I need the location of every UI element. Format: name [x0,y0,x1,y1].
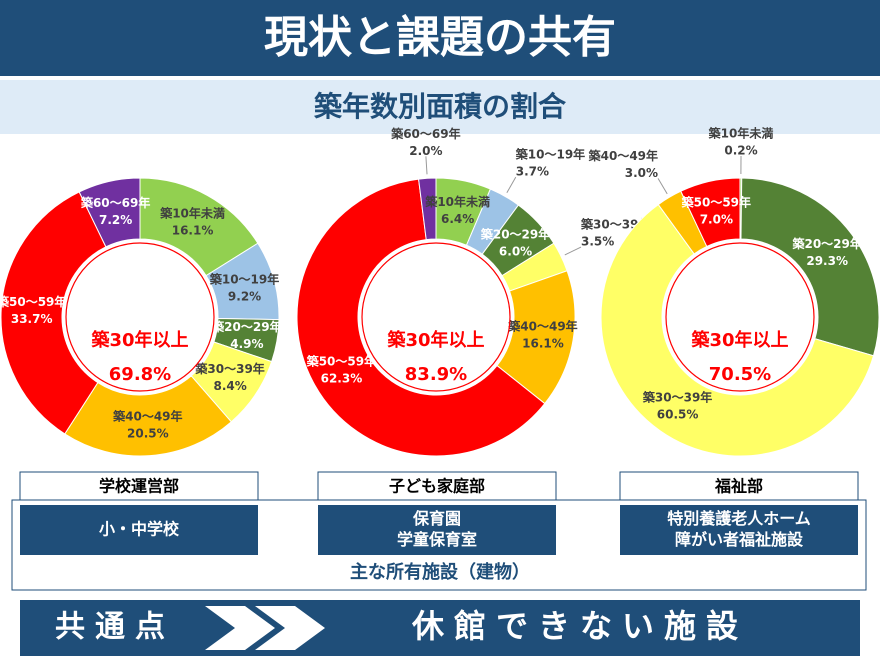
slice-value-label: 20.5% [127,427,169,441]
slice-category-label: 築40～49年 [588,148,658,163]
center-ring [65,242,215,392]
subtitle-band [0,80,880,134]
center-text: 69.8% [109,364,171,385]
slice-value-label: 29.3% [806,254,848,268]
facility-name: 小・中学校 [99,520,180,539]
slice-value-label: 33.7% [11,312,53,326]
center-title: 築30年以上 [690,329,788,351]
chevron [205,606,275,650]
header-band [0,0,880,76]
center-text: 83.9% [405,364,467,385]
slice-category-label: 築20～29年 [480,227,550,242]
donut-slice [64,375,232,457]
slice-value-label: 3.7% [516,165,549,179]
slice-value-label: 16.1% [522,336,564,350]
slice-category-label: 築10年未満 [424,194,490,209]
facility-name: 学童保育室 [397,530,477,549]
department-name: 福祉部 [714,477,763,496]
slice-value-label: 6.0% [499,245,532,259]
donut-slice [296,178,546,457]
slice-category-label: 築60～69年 [80,195,150,210]
slice-category-label: 築50～59年 [306,354,376,369]
slice-value-label: 0.2% [724,144,757,158]
chevron [255,606,325,650]
donut-slice [680,177,741,248]
department-box [317,471,557,501]
slice-category-label: 築10～19年 [209,272,279,287]
department-name: 学校運営部 [99,477,179,496]
donut-slice [600,203,875,457]
footer-band [20,600,860,656]
slice-category-label: 築30～39年 [642,389,712,404]
center-title: 築30年以上 [90,329,188,351]
facility-name: 障がい者福祉施設 [675,530,804,549]
slice-value-label: 7.0% [700,213,733,227]
leader-line [506,176,517,194]
leader-line [657,178,668,195]
department-box [619,471,859,501]
slice-category-label: 築60～69年 [390,126,460,141]
subtitle: 築年数別面積の割合 [313,90,567,123]
slice-category-label: 築10年未満 [159,206,225,221]
footer-label: 共通点 [55,610,175,645]
slice-value-label: 60.5% [657,407,699,421]
slice-category-label: 築10年未満 [708,126,774,141]
slice-value-label: 3.0% [625,166,658,180]
center-title: 築30年以上 [386,329,484,351]
slice-category-label: 築20～29年 [211,319,281,334]
facility-box [318,505,556,555]
slice-value-label: 62.3% [321,372,363,386]
facility-box [20,505,258,555]
slice-value-label: 3.5% [581,235,614,249]
department-name: 子ども家庭部 [389,477,485,496]
donut-slice [0,191,107,435]
slice-category-label: 築40～49年 [112,409,182,424]
slice-category-label: 築40～49年 [507,318,577,333]
slice-value-label: 16.1% [172,224,214,238]
slice-category-label: 築10～19年 [515,147,585,162]
slice-value-label: 2.0% [409,144,442,158]
title: 現状と課題の共有 [264,12,616,63]
leader-line [425,156,428,175]
slice-category-label: 築20～29年 [791,236,861,251]
leader-line [564,246,582,256]
donut-slice [740,177,880,357]
donut-slice [418,177,437,241]
center-text: 70.5% [709,364,771,385]
center-ring [665,242,815,392]
slice-value-label: 7.2% [99,213,132,227]
slice-category-label: 築30～39年 [194,361,264,376]
facility-name: 特別養護老人ホーム [667,509,811,528]
facility-box [620,505,858,555]
center-ring [361,242,511,392]
facilities-caption: 主な所有施設（建物） [350,561,530,583]
donut-slice [78,177,141,248]
slice-value-label: 9.2% [228,290,261,304]
footer-text: 休館できない施設 [411,607,748,645]
slice-value-label: 6.4% [441,212,474,226]
slice-value-label: 8.4% [213,379,246,393]
slice-category-label: 築50～59年 [681,195,751,210]
facility-name: 保育園 [412,509,461,528]
slice-category-label: 築50～59年 [0,294,66,309]
slice-value-label: 4.9% [230,337,263,351]
department-box [19,471,259,501]
